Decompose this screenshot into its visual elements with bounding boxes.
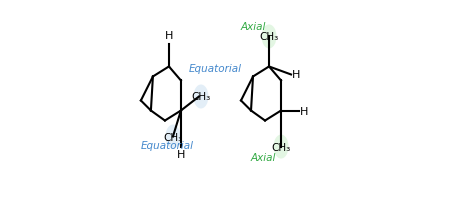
Text: H: H bbox=[292, 70, 301, 80]
Ellipse shape bbox=[165, 125, 181, 149]
Ellipse shape bbox=[273, 135, 289, 159]
Ellipse shape bbox=[193, 85, 209, 109]
Text: Equatorial: Equatorial bbox=[189, 64, 242, 74]
Text: Axial: Axial bbox=[251, 152, 276, 162]
Text: H: H bbox=[165, 31, 173, 41]
Text: Axial: Axial bbox=[241, 22, 266, 32]
Text: Equatorial: Equatorial bbox=[141, 140, 194, 150]
Text: CH₃: CH₃ bbox=[164, 132, 182, 142]
Text: CH₃: CH₃ bbox=[259, 32, 279, 42]
Text: CH₃: CH₃ bbox=[272, 142, 291, 152]
Ellipse shape bbox=[262, 25, 276, 49]
Text: CH₃: CH₃ bbox=[191, 92, 210, 102]
Text: H: H bbox=[300, 106, 309, 116]
Text: H: H bbox=[177, 149, 185, 159]
